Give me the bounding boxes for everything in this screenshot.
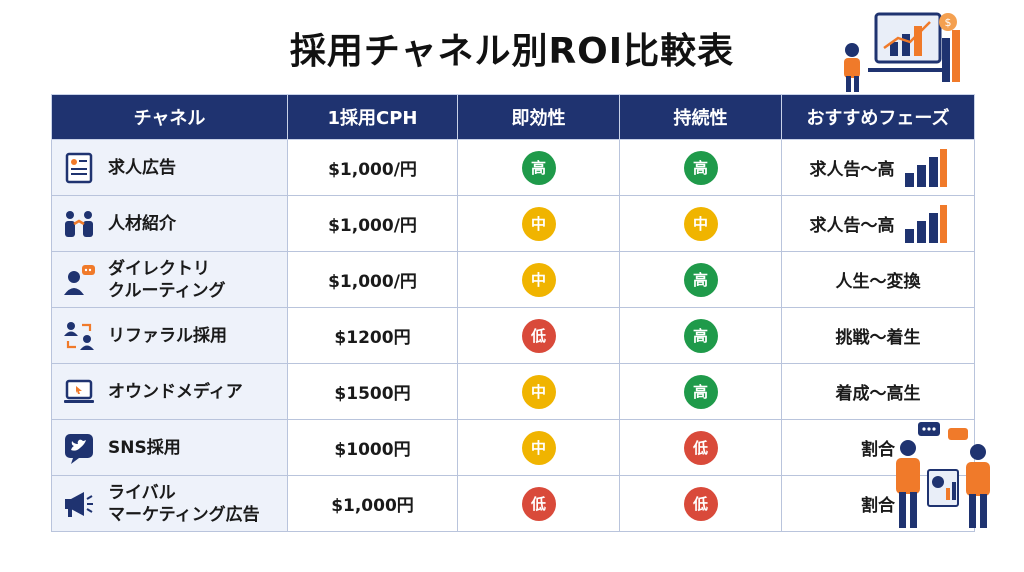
sustain-cell: 高 [619, 307, 782, 364]
phase-text: 挑戦〜着生 [835, 328, 921, 348]
speed-cell: 中 [457, 363, 620, 420]
megaphone-icon [62, 487, 96, 521]
speed-cell: 高 [457, 139, 620, 196]
sustain-cell: 低 [619, 419, 782, 476]
referral-icon [62, 319, 96, 353]
header-phase: おすすめフェーズ [781, 94, 975, 140]
speed-cell: 中 [457, 251, 620, 308]
discussion-illustration [896, 422, 990, 528]
channel-name: SNS採用 [108, 437, 181, 458]
phase-text: 求人告〜高 [809, 160, 895, 180]
table-row: 人材紹介 $1,000/円 中 中 求人告〜高 [51, 195, 975, 252]
sustain-cell: 高 [619, 363, 782, 420]
channel-name: リファラル採用 [108, 325, 227, 346]
roi-table: チャネル 1採用CPH 即効性 持続性 おすすめフェーズ 求人広告 $1,000/… [51, 94, 975, 532]
table-row: 求人広告 $1,000/円 高 高 求人告〜高 [51, 139, 975, 196]
header-channel: チャネル [51, 94, 288, 140]
speed-badge: 中 [521, 262, 556, 297]
channel-name: ダイレクトリ クルーティング [108, 258, 226, 301]
sustain-cell: 低 [619, 475, 782, 532]
phase-cell: 挑戦〜着生 [781, 307, 975, 364]
bar-chart-icon [904, 148, 947, 187]
svg-text:$: $ [945, 16, 952, 29]
phase-text: 求人告〜高 [809, 216, 895, 236]
channel-cell: リファラル採用 [51, 307, 288, 364]
sustain-badge: 低 [683, 430, 718, 465]
sustain-badge: 高 [683, 150, 718, 185]
phase-cell: 着成〜高生 [781, 363, 975, 420]
channel-name: 求人広告 [108, 157, 176, 178]
analytics-illustration: $ [844, 12, 960, 92]
channel-cell: SNS採用 [51, 419, 288, 476]
cph-cell: $1,000/円 [287, 139, 458, 196]
bar-chart-icon [904, 204, 947, 243]
phase-cell: 人生〜変換 [781, 251, 975, 308]
phase-cell: 求人告〜高 [781, 195, 975, 252]
sustain-cell: 中 [619, 195, 782, 252]
page-title: 採用チャネル別ROI比較表 [289, 31, 735, 72]
channel-name: オウンドメディア [108, 381, 243, 402]
table-row: ライバル マーケティング広告 $1,000円 低 低 割合 [51, 475, 975, 532]
channel-name: 人材紹介 [108, 213, 176, 234]
phase-text: 割合 [861, 440, 895, 460]
channel-cell: 人材紹介 [51, 195, 288, 252]
sustain-badge: 高 [683, 262, 718, 297]
table-header-row: チャネル 1採用CPH 即効性 持続性 おすすめフェーズ [51, 94, 975, 140]
header-sustain: 持続性 [619, 94, 782, 140]
cph-cell: $1,000円 [287, 475, 458, 532]
table-row: オウンドメディア $1500円 中 高 着成〜高生 [51, 363, 975, 420]
sustain-cell: 高 [619, 251, 782, 308]
sustain-badge: 高 [683, 318, 718, 353]
speed-cell: 低 [457, 307, 620, 364]
sustain-badge: 低 [683, 486, 718, 521]
channel-cell: 求人広告 [51, 139, 288, 196]
cph-cell: $1200円 [287, 307, 458, 364]
sustain-badge: 中 [683, 206, 718, 241]
channel-cell: ライバル マーケティング広告 [51, 475, 288, 532]
cph-cell: $1,000/円 [287, 195, 458, 252]
channel-name: ライバル マーケティング広告 [108, 482, 260, 525]
document-icon [62, 151, 96, 185]
speed-cell: 中 [457, 419, 620, 476]
bird-icon [62, 431, 96, 465]
phase-text: 着成〜高生 [835, 384, 921, 404]
sustain-badge: 高 [683, 374, 718, 409]
table-row: リファラル採用 $1200円 低 高 挑戦〜着生 [51, 307, 975, 364]
cph-cell: $1000円 [287, 419, 458, 476]
table-row: SNS採用 $1000円 中 低 割合 [51, 419, 975, 476]
speed-badge: 中 [521, 430, 556, 465]
phase-text: 割合 [861, 496, 895, 516]
speed-badge: 高 [521, 150, 556, 185]
channel-cell: ダイレクトリ クルーティング [51, 251, 288, 308]
speed-cell: 中 [457, 195, 620, 252]
channel-cell: オウンドメディア [51, 363, 288, 420]
speed-badge: 低 [521, 318, 556, 353]
phase-text: 人生〜変換 [835, 272, 921, 292]
header-cph: 1採用CPH [287, 94, 458, 140]
cph-cell: $1500円 [287, 363, 458, 420]
phase-cell: 求人告〜高 [781, 139, 975, 196]
speed-badge: 低 [521, 486, 556, 521]
sustain-cell: 高 [619, 139, 782, 196]
table-row: ダイレクトリ クルーティング $1,000/円 中 高 人生〜変換 [51, 251, 975, 308]
handshake-icon [62, 207, 96, 241]
speed-badge: 中 [521, 374, 556, 409]
speed-cell: 低 [457, 475, 620, 532]
cph-cell: $1,000/円 [287, 251, 458, 308]
speed-badge: 中 [521, 206, 556, 241]
laptop-icon [62, 375, 96, 409]
header-speed: 即効性 [457, 94, 620, 140]
chat-user-icon [62, 263, 96, 297]
